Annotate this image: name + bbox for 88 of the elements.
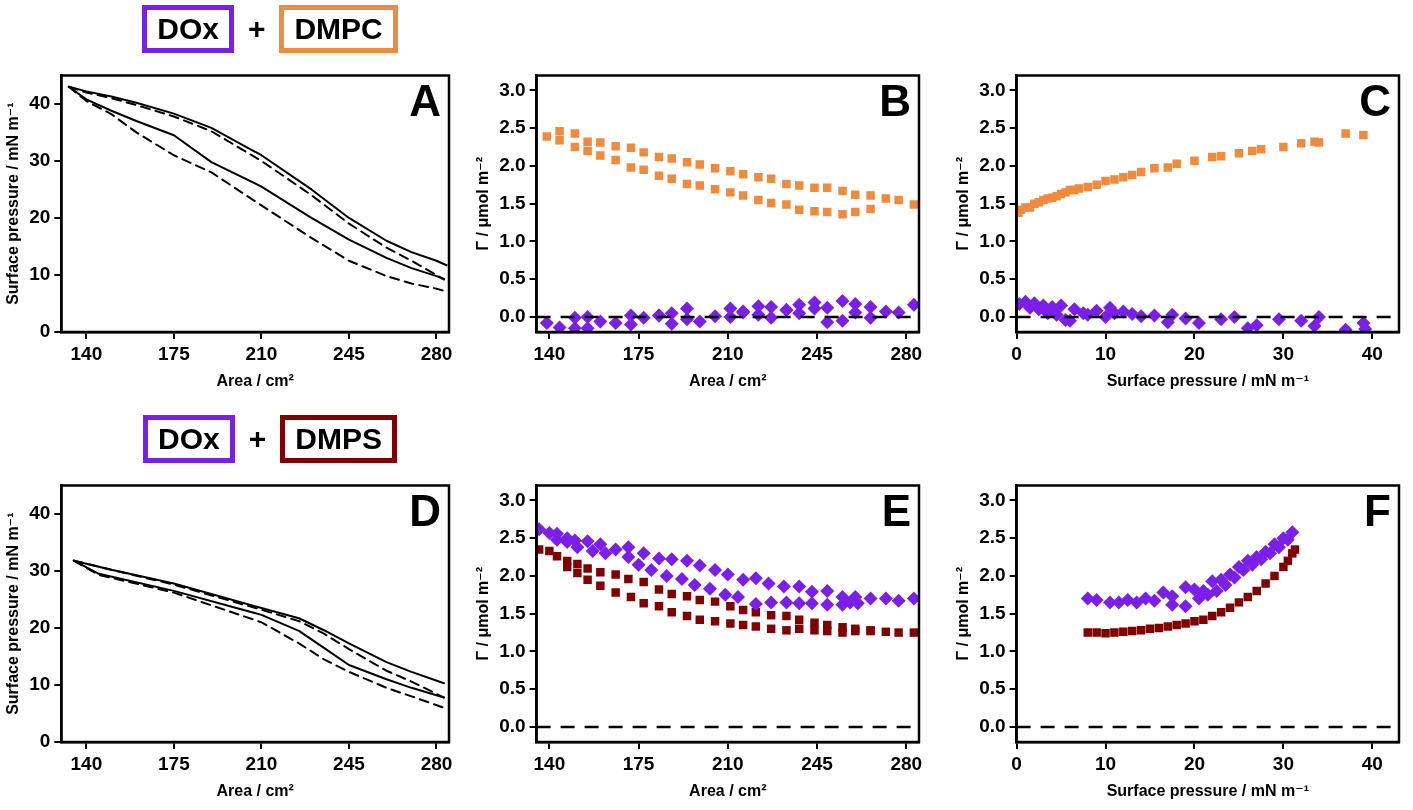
annotation: E [881, 485, 911, 535]
x-axis-title: Surface pressure / mN m⁻¹ [1106, 371, 1309, 389]
x-tick-label: 210 [711, 752, 744, 774]
y-tick-label: 1.5 [499, 601, 527, 623]
y-axis-title: Γ / μmol m⁻² [954, 566, 972, 661]
y-axis-title: Γ / μmol m⁻² [474, 566, 492, 661]
y-tick-label: 40 [29, 92, 51, 114]
y-axis-title: Surface pressure / mN m⁻¹ [4, 512, 22, 715]
y-tick-label: 0.0 [979, 715, 1006, 737]
x-axis-title: Area / cm² [689, 371, 767, 389]
x-tick-label: 175 [158, 342, 191, 364]
y-tick-label: 1.0 [499, 639, 526, 661]
annotation: A [409, 75, 441, 125]
x-tick-label: 140 [70, 342, 103, 364]
x-tick-label: 140 [533, 752, 566, 774]
y-tick-label: 30 [29, 559, 51, 581]
x-tick-label: 280 [420, 752, 453, 774]
y-tick-label: 1.5 [499, 191, 527, 213]
y-axis-title: Γ / μmol m⁻² [474, 156, 492, 251]
y-tick-label: 40 [29, 502, 51, 524]
x-tick-label: 175 [622, 752, 655, 774]
y-tick-label: 0.0 [499, 715, 526, 737]
y-tick-label: 0.5 [979, 677, 1007, 699]
x-tick-label: 280 [890, 752, 923, 774]
x-tick-label: 210 [711, 342, 744, 364]
x-tick-label: 175 [622, 342, 655, 364]
y-tick-label: 2.5 [979, 116, 1007, 138]
y-tick-label: 0 [39, 730, 51, 752]
x-tick-label: 30 [1272, 342, 1294, 364]
annotation: D [409, 485, 441, 535]
y-tick-label: 0.0 [499, 305, 526, 327]
y-tick-label: 2.5 [979, 526, 1007, 548]
y-tick-label: 30 [29, 149, 51, 171]
y-tick-label: 0.5 [499, 267, 527, 289]
y-tick-label: 0.5 [979, 267, 1007, 289]
x-tick-label: 245 [801, 752, 834, 774]
y-tick-label: 2.0 [499, 154, 526, 176]
x-tick-label: 20 [1183, 752, 1206, 774]
chart-title: DOx + DMPC [156, 11, 384, 47]
x-tick-label: 280 [420, 342, 453, 364]
x-tick-label: 0 [1011, 342, 1022, 364]
y-tick-label: 3.0 [499, 78, 526, 100]
y-tick-label: 0.5 [499, 677, 527, 699]
x-tick-label: 40 [1361, 752, 1383, 774]
y-axis-title: Surface pressure / mN m⁻¹ [4, 102, 22, 305]
x-tick-label: 175 [158, 752, 191, 774]
x-tick-label: 140 [533, 342, 566, 364]
y-tick-label: 2.0 [499, 564, 526, 586]
y-tick-label: 1.5 [979, 191, 1007, 213]
x-tick-label: 10 [1094, 752, 1117, 774]
x-axis-title: Area / cm² [216, 781, 294, 799]
y-tick-label: 1.0 [979, 639, 1006, 661]
y-tick-label: 3.0 [499, 488, 526, 510]
y-tick-label: 3.0 [979, 78, 1006, 100]
x-axis-title: Surface pressure / mN m⁻¹ [1106, 781, 1309, 799]
y-tick-label: 2.5 [499, 116, 527, 138]
y-tick-label: 20 [29, 206, 51, 228]
y-tick-label: 3.0 [979, 488, 1006, 510]
x-tick-label: 30 [1272, 752, 1294, 774]
y-tick-label: 1.5 [979, 601, 1007, 623]
y-tick-label: 1.0 [499, 229, 526, 251]
annotation: B [879, 75, 911, 125]
x-tick-label: 0 [1011, 752, 1022, 774]
y-tick-label: 2.0 [979, 564, 1006, 586]
x-tick-label: 245 [333, 752, 366, 774]
y-tick-label: 1.0 [979, 229, 1006, 251]
annotation: C [1359, 75, 1391, 125]
x-tick-label: 210 [245, 752, 278, 774]
y-tick-label: 10 [29, 673, 51, 695]
y-tick-label: 0 [39, 320, 51, 342]
x-tick-label: 245 [801, 342, 834, 364]
x-tick-label: 280 [890, 342, 923, 364]
chart-title: DOx + DMPS [157, 421, 383, 457]
y-axis-title: Γ / μmol m⁻² [954, 156, 972, 251]
y-tick-label: 2.0 [979, 154, 1006, 176]
x-axis-title: Area / cm² [689, 781, 767, 799]
x-tick-label: 40 [1361, 342, 1383, 364]
annotation: F [1364, 485, 1391, 535]
y-tick-label: 2.5 [499, 526, 527, 548]
y-tick-label: 20 [29, 616, 51, 638]
x-tick-label: 10 [1094, 342, 1117, 364]
x-tick-label: 140 [70, 752, 103, 774]
y-tick-label: 10 [29, 263, 51, 285]
y-tick-label: 0.0 [979, 305, 1006, 327]
x-tick-label: 245 [333, 342, 366, 364]
x-tick-label: 20 [1183, 342, 1206, 364]
x-axis-title: Area / cm² [216, 371, 294, 389]
x-tick-label: 210 [245, 342, 278, 364]
